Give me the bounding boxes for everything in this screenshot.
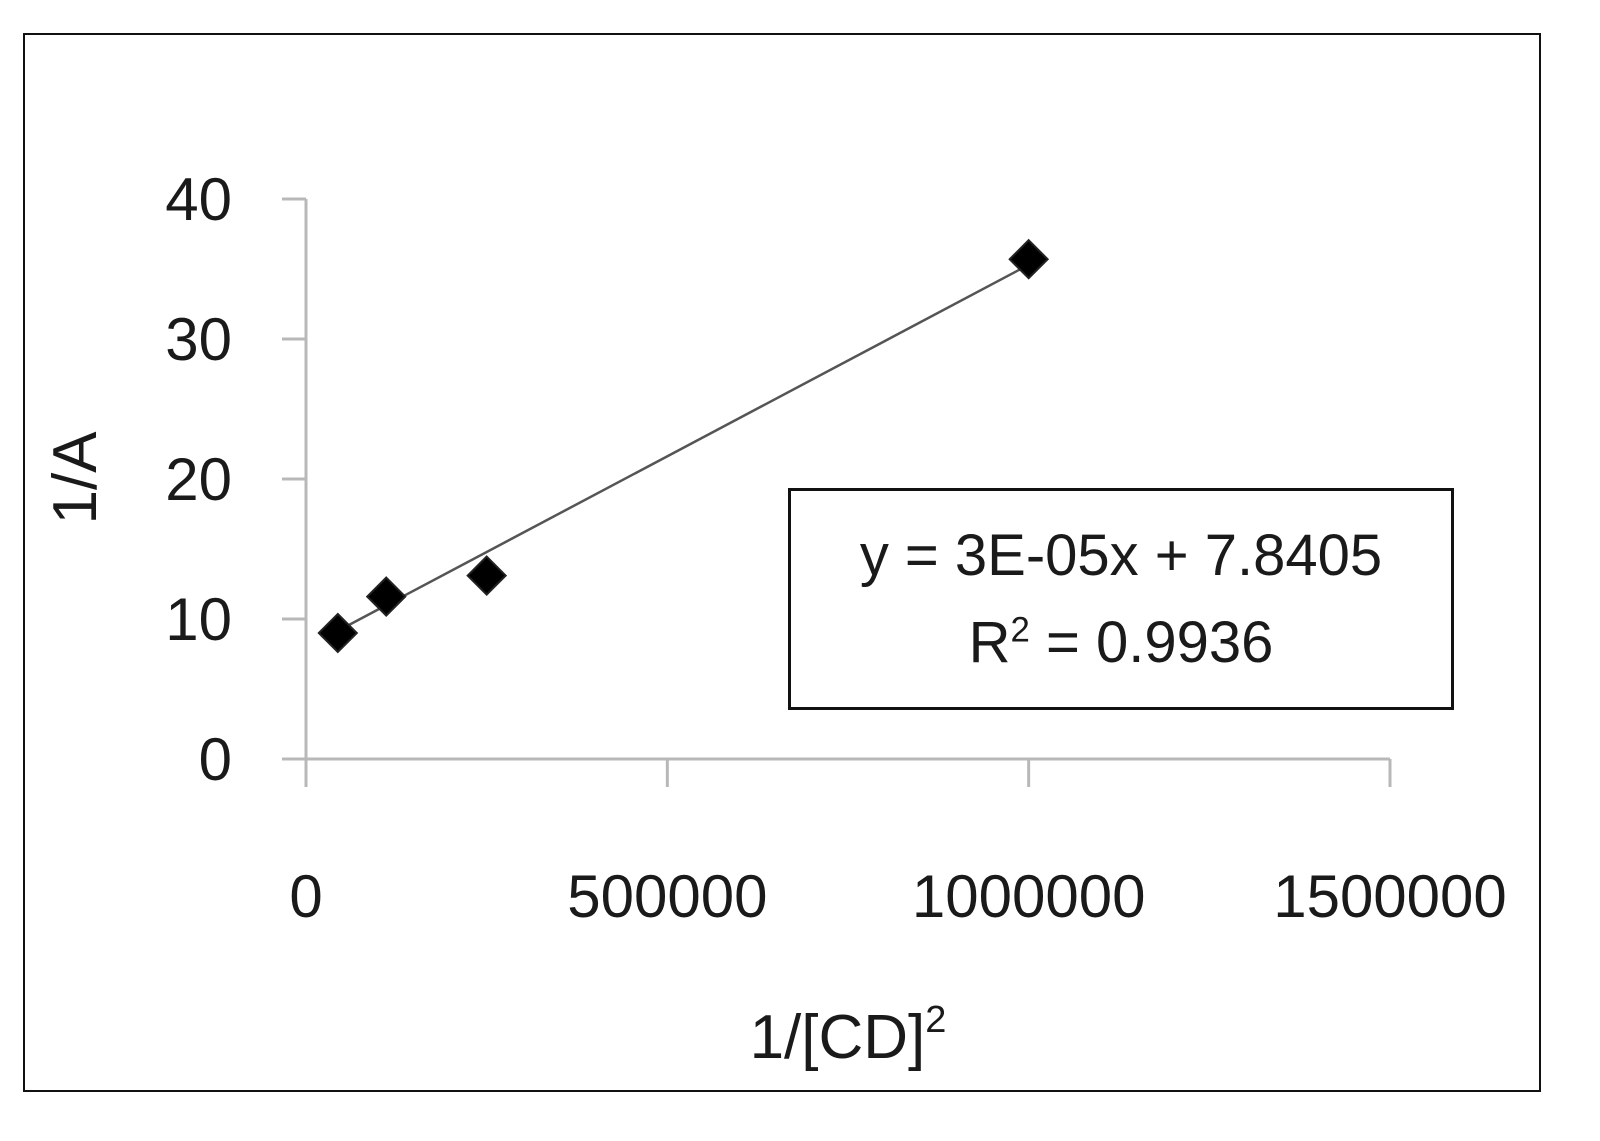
data-point bbox=[1008, 238, 1050, 280]
y-tick-label: 30 bbox=[165, 306, 232, 373]
axes bbox=[282, 197, 1392, 787]
x-tick-labels: 0 500000 1000000 1500000 bbox=[289, 863, 1506, 930]
y-axis-title: 1/A bbox=[41, 431, 110, 525]
x-tick-label: 1500000 bbox=[1273, 863, 1507, 930]
y-tick-label: 0 bbox=[199, 726, 232, 793]
r-squared-prefix: R bbox=[968, 610, 1011, 675]
trendline-group bbox=[337, 263, 1030, 633]
r-squared-number: = 0.9936 bbox=[1029, 610, 1274, 675]
y-tick-label: 40 bbox=[165, 166, 232, 233]
trendline-equation-box: y = 3E-05x + 7.8405 R2 = 0.9936 bbox=[788, 488, 1454, 710]
y-tick-label: 20 bbox=[165, 446, 232, 513]
y-tick-labels: 0 10 20 30 40 bbox=[165, 166, 232, 793]
x-axis-title-main: 1/[CD] bbox=[750, 1003, 926, 1072]
x-tick-label: 0 bbox=[289, 863, 322, 930]
x-axis-title: 1/[CD]2 bbox=[750, 999, 947, 1072]
data-point bbox=[466, 555, 508, 597]
data-point bbox=[365, 576, 407, 618]
r-squared-sup: 2 bbox=[1010, 610, 1030, 650]
data-points bbox=[317, 238, 1050, 654]
r-squared-value: R2 = 0.9936 bbox=[969, 599, 1274, 686]
trendline bbox=[337, 263, 1030, 633]
x-tick-label: 500000 bbox=[567, 863, 767, 930]
data-point bbox=[317, 612, 359, 654]
x-tick-label: 1000000 bbox=[912, 863, 1146, 930]
y-tick-label: 10 bbox=[165, 586, 232, 653]
x-axis-title-sup: 2 bbox=[925, 999, 946, 1041]
trendline-equation: y = 3E-05x + 7.8405 bbox=[859, 523, 1383, 588]
